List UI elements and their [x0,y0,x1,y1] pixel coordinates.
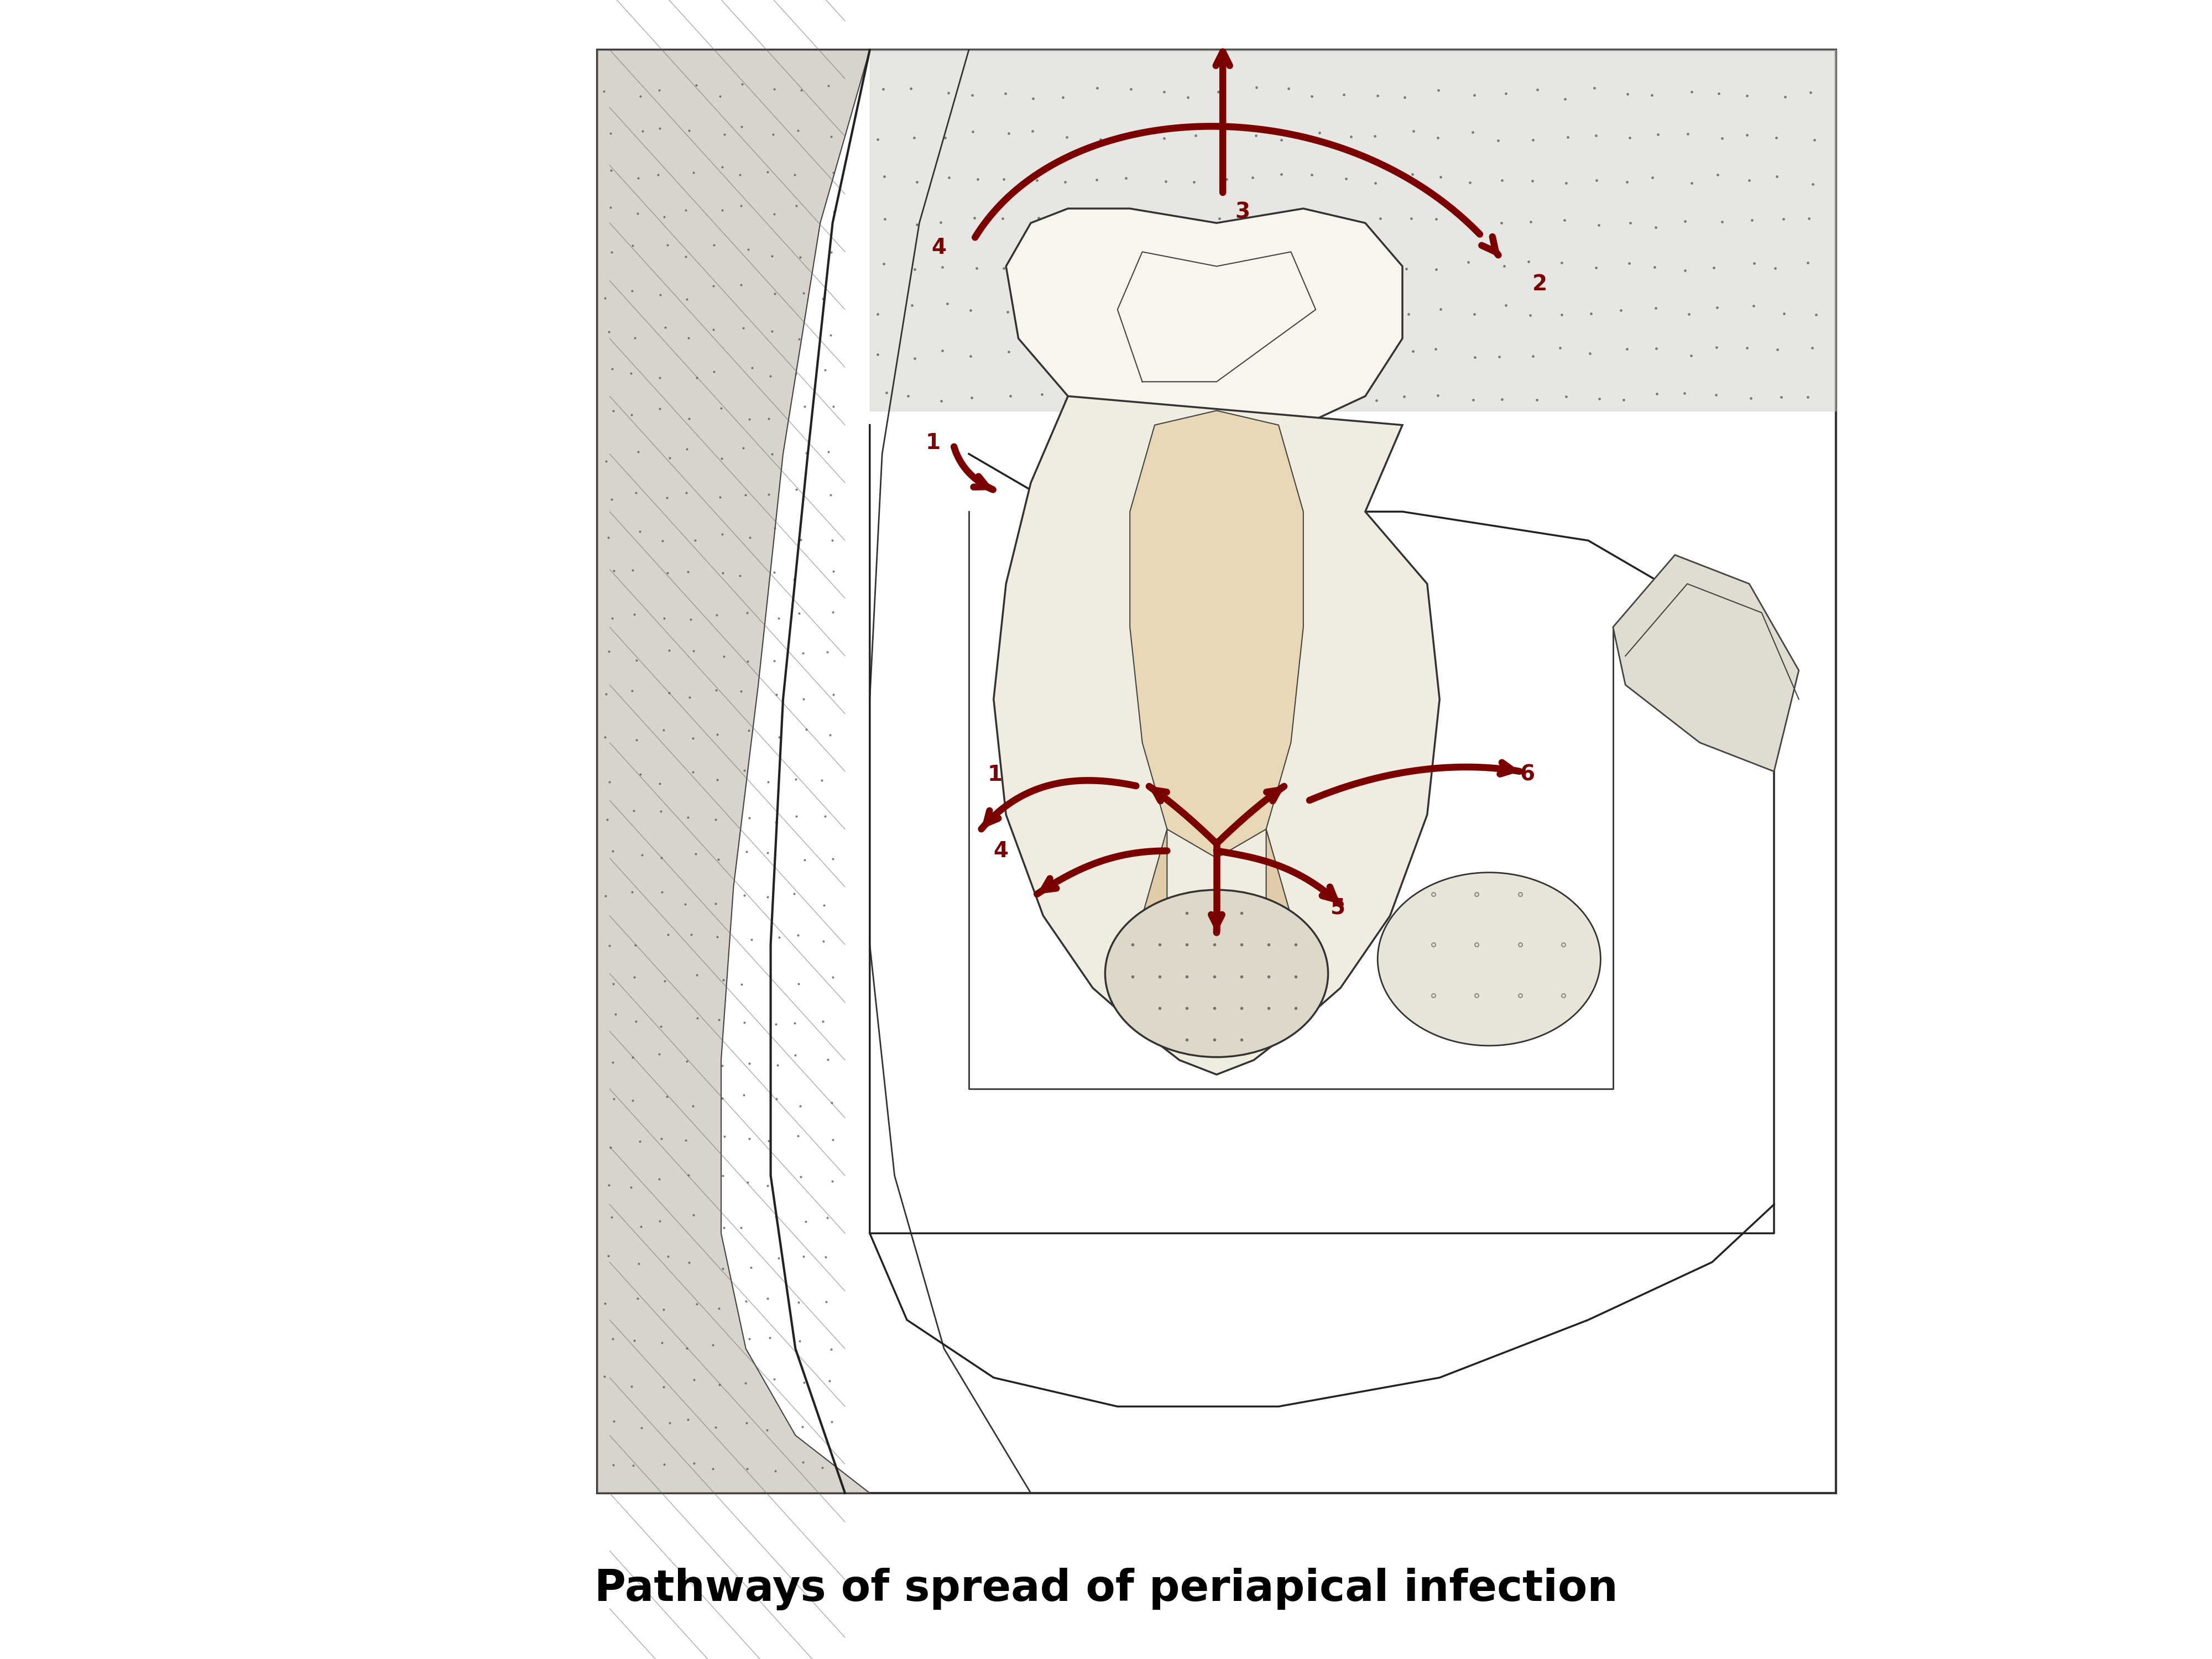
Text: 1: 1 [925,433,940,453]
Polygon shape [1613,554,1798,771]
Text: 3: 3 [1234,201,1250,222]
Polygon shape [869,50,1836,411]
Text: 5: 5 [1332,898,1345,917]
Ellipse shape [1378,873,1601,1045]
Text: 4: 4 [931,237,947,259]
Text: 4: 4 [993,841,1009,861]
Text: 1: 1 [987,765,1002,785]
Text: 6: 6 [1520,765,1535,785]
Polygon shape [993,397,1440,1075]
Bar [597,50,1836,1493]
Text: Pathways of spread of periapical infection: Pathways of spread of periapical infecti… [595,1568,1617,1611]
Polygon shape [1006,209,1402,440]
Polygon shape [1141,830,1168,1017]
Polygon shape [1130,411,1303,858]
Polygon shape [597,50,869,1493]
Circle shape [1106,889,1327,1057]
Polygon shape [1265,830,1292,1017]
Text: 2: 2 [1533,274,1548,295]
